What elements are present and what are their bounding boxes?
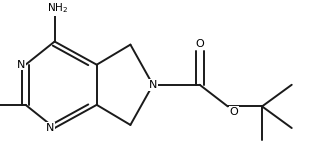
Text: N: N [17, 60, 26, 70]
Text: N: N [46, 123, 55, 133]
Text: O: O [195, 39, 204, 49]
Text: NH$_2$: NH$_2$ [47, 1, 68, 15]
Text: O: O [229, 107, 238, 117]
Text: N: N [149, 80, 157, 90]
